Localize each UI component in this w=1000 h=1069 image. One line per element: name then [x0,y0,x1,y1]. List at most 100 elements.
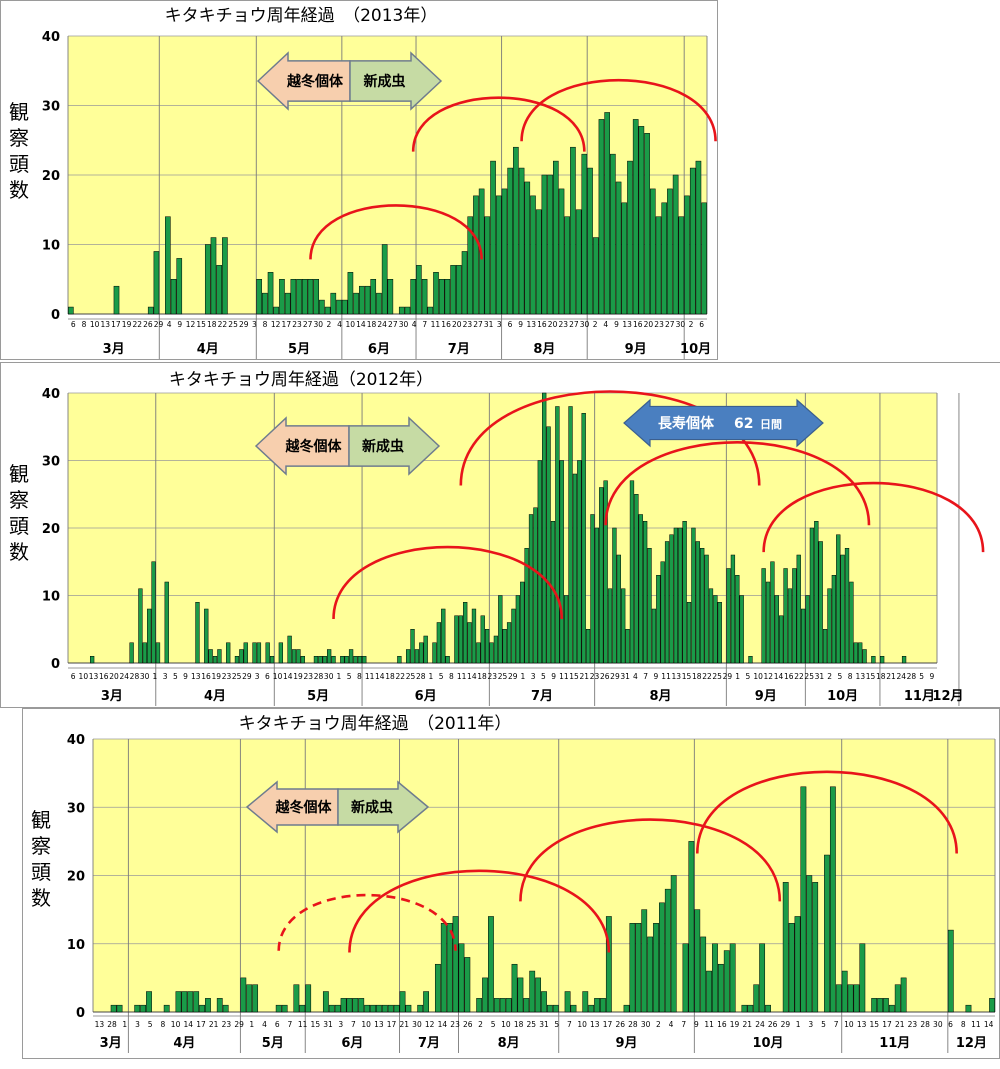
data-bar [788,923,795,1013]
data-bar [568,406,573,664]
x-tick-label: 27 [665,320,675,329]
x-tick-label: 1 [153,672,158,681]
month-label: 5月 [262,1036,284,1051]
x-tick-label: 2 [327,320,332,329]
data-bar [585,629,591,664]
data-bar [493,635,499,664]
data-bar [625,629,630,664]
data-bar [344,656,349,664]
data-bar [805,595,810,664]
y-axis-label-char: 頭 [31,860,51,884]
x-tick-label: 16 [99,672,109,681]
data-bar [110,1004,117,1013]
data-bar [513,146,519,315]
data-bar [421,279,428,315]
new-adult-arrow [349,51,443,111]
y-tick-label: 30 [67,801,85,816]
x-tick-label: 27 [473,320,483,329]
x-tick-label: 18 [514,1020,524,1029]
data-bar [212,656,218,664]
data-bar [353,292,359,315]
data-bar [632,119,639,315]
data-bar [717,963,724,1013]
data-bar [340,998,347,1013]
data-bar [644,133,650,315]
x-tick-label: 5 [173,672,178,681]
data-bar [840,554,845,664]
x-tick-label: 3 [163,672,168,681]
x-tick-label: 10 [79,672,89,681]
data-bar [520,581,525,664]
data-bar [835,984,842,1013]
data-bar [281,1004,288,1013]
x-tick-label: 29 [242,672,252,681]
month-label: 4月 [197,342,219,357]
x-tick-label: 3 [338,1020,343,1029]
data-bar [965,1004,972,1013]
month-label: 9月 [616,1036,638,1051]
data-bar [853,642,858,664]
data-bar [638,126,645,315]
x-tick-label: 13 [89,672,99,681]
x-tick-label: 9 [694,1020,699,1029]
data-bar [723,950,730,1013]
x-tick-label: 11 [298,1020,308,1029]
x-tick-label: 1 [796,1020,801,1029]
data-bar [684,195,690,315]
x-tick-label: 5 [347,672,352,681]
x-tick-label: 24 [896,672,906,681]
x-tick-label: 8 [848,672,853,681]
data-bar [641,909,648,1013]
data-bar [726,568,731,664]
data-bar [695,541,700,664]
data-bar [397,656,402,664]
data-bar [664,541,670,664]
data-bar [246,984,253,1013]
x-tick-label: 25 [498,672,508,681]
x-tick-label: 10 [171,1020,181,1029]
x-tick-label: 3 [252,320,257,329]
data-bar [511,608,516,664]
x-tick-label: 18 [876,672,886,681]
x-tick-label: 11 [457,672,467,681]
x-tick-label: 31 [484,320,494,329]
data-bar [883,998,889,1013]
month-label: 12月 [932,689,963,704]
data-bar [647,548,652,664]
data-bar [686,602,692,664]
data-bar [299,1004,306,1013]
x-tick-label: 9 [929,672,934,681]
x-tick-label: 10 [501,1020,511,1029]
data-bar [672,174,679,315]
x-tick-label: 5 [821,1020,826,1029]
data-bar [669,534,674,664]
x-tick-label: 22 [132,320,142,329]
data-bar [765,581,771,664]
data-bar [252,642,257,664]
data-bar [555,406,560,664]
x-tick-label: 5 [745,672,750,681]
data-bar [590,514,595,664]
x-tick-label: 29 [610,672,620,681]
data-bar [330,292,337,315]
x-tick-label: 23 [292,320,302,329]
x-tick-label: 26 [600,672,610,681]
data-bar [989,998,995,1013]
population-peak-arc [348,869,611,953]
data-bar [862,649,867,664]
x-tick-label: 17 [111,320,121,329]
y-axis-label-char: 察 [9,488,29,512]
x-tick-label: 14 [774,672,784,681]
x-tick-label: 20 [109,672,119,681]
x-tick-label: 13 [622,320,632,329]
data-bar [495,195,502,315]
data-bar [153,251,160,315]
data-bar [234,656,240,664]
x-tick-label: 25 [804,672,814,681]
data-bar [700,936,707,1013]
x-tick-label: 21 [742,1020,752,1029]
month-label: 6月 [415,689,437,704]
x-tick-label: 20 [644,320,654,329]
data-bar [410,279,416,315]
x-tick-label: 3 [531,672,536,681]
